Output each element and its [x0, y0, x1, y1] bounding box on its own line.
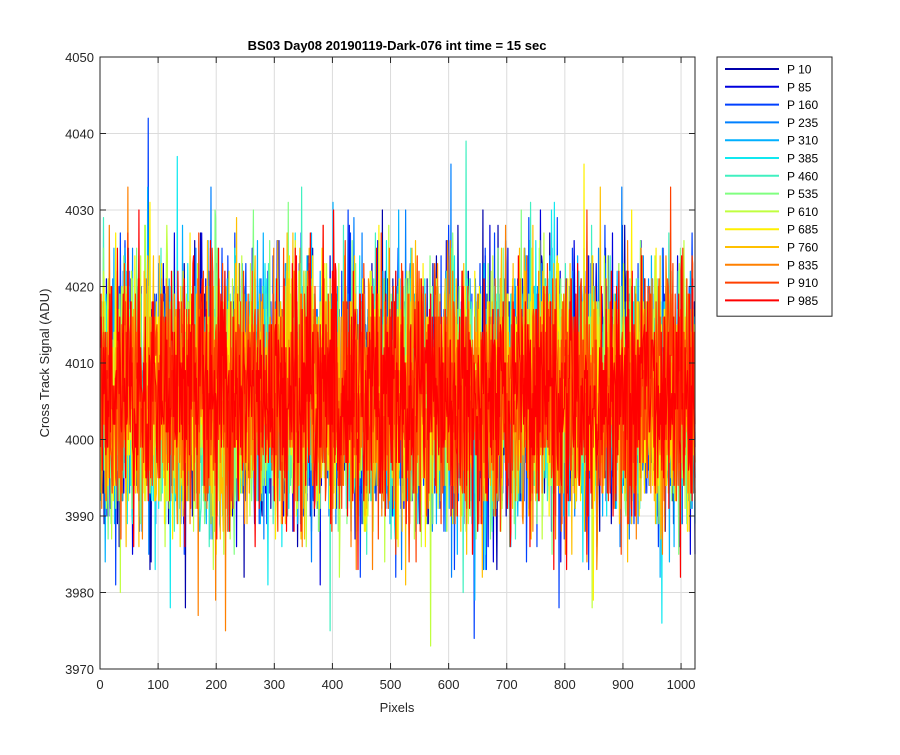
- legend-label: P 310: [787, 134, 818, 148]
- y-tick-label: 4000: [65, 433, 94, 448]
- legend-label: P 535: [787, 187, 818, 201]
- x-tick-label: 600: [438, 677, 460, 692]
- x-tick-label: 800: [554, 677, 576, 692]
- x-tick-label: 0: [96, 677, 103, 692]
- y-tick-label: 4050: [65, 50, 94, 65]
- series-layer: [99, 117, 696, 647]
- axes: 0 100 200 300 400 500 600 700 800 900 1000 3970 3980…: [65, 50, 695, 692]
- x-axis-label: Pixels: [380, 700, 415, 715]
- y-tick-label: 3970: [65, 662, 94, 677]
- x-tick-label: 700: [496, 677, 518, 692]
- y-tick-label: 4030: [65, 203, 94, 218]
- legend-label: P 10: [787, 63, 812, 77]
- x-tick-label: 500: [380, 677, 402, 692]
- legend-label: P 85: [787, 80, 812, 94]
- x-tick-label: 300: [263, 677, 285, 692]
- y-tick-label: 3980: [65, 586, 94, 601]
- x-tick-label: 400: [322, 677, 344, 692]
- legend-label: P 235: [787, 116, 818, 130]
- legend: P 10 P 85 P 160 P 235 P 310 P 385 P 460 P 535 P …: [716, 56, 833, 317]
- legend-box: [716, 56, 833, 317]
- y-tick-label: 4020: [65, 280, 94, 295]
- x-tick-label: 1000: [667, 677, 696, 692]
- legend-label: P 835: [787, 258, 818, 272]
- y-tick-label: 4010: [65, 356, 94, 371]
- y-axis-label: Cross Track Signal (ADU): [37, 289, 52, 438]
- legend-label: P 160: [787, 98, 818, 112]
- y-tick-label: 3990: [65, 509, 94, 524]
- chart-title: BS03 Day08 20190119-Dark-076 int time = …: [248, 38, 547, 53]
- legend-label: P 985: [787, 294, 818, 308]
- x-tick-label: 200: [205, 677, 227, 692]
- y-tick-label: 4040: [65, 127, 94, 142]
- legend-label: P 685: [787, 223, 818, 237]
- legend-label: P 910: [787, 276, 818, 290]
- series-line: [99, 186, 696, 563]
- legend-label: P 760: [787, 241, 818, 255]
- legend-label: P 460: [787, 169, 818, 183]
- x-tick-label: 100: [147, 677, 169, 692]
- legend-label: P 610: [787, 205, 818, 219]
- legend-label: P 385: [787, 152, 818, 166]
- series-line: [99, 209, 696, 578]
- x-tick-label: 900: [612, 677, 634, 692]
